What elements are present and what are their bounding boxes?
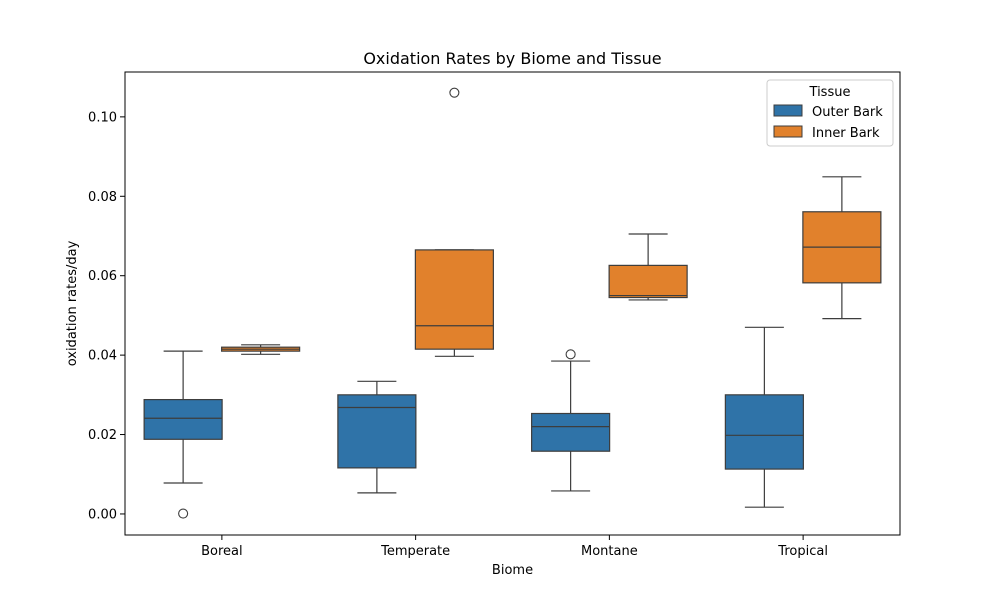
box-inner-bark-temperate [414, 87, 494, 357]
legend-label-outer-bark: Outer Bark [812, 105, 883, 120]
legend-swatch-inner-bark [773, 125, 803, 138]
y-tick-label: 0.00 [88, 507, 117, 522]
legend-title: Tissue [809, 85, 851, 100]
iqr-box [608, 264, 688, 299]
legend-label-inner-bark: Inner Bark [812, 126, 880, 141]
iqr-box [143, 398, 223, 440]
iqr-box [414, 249, 494, 350]
legend: Tissue Outer Bark Inner Bark [766, 79, 894, 147]
x-tick-label-temperate: Temperate [380, 544, 450, 559]
box-outer-bark-boreal [143, 350, 223, 519]
x-axis: Boreal Temperate Montane Tropical [201, 535, 828, 559]
outlier-point [449, 87, 460, 98]
legend-swatch-outer-bark [773, 104, 803, 117]
iqr-box [724, 394, 804, 470]
box-outer-bark-temperate [337, 380, 417, 494]
x-tick-label-boreal: Boreal [201, 544, 243, 559]
plot-area [143, 87, 882, 519]
outlier-point [178, 508, 189, 519]
y-axis-label: oxidation rates/day [65, 240, 80, 366]
y-tick-label: 0.04 [88, 349, 117, 364]
box-outer-bark-montane [531, 349, 611, 492]
box-inner-bark-boreal [221, 344, 301, 355]
box-inner-bark-montane [608, 233, 688, 301]
iqr-box [337, 394, 417, 469]
y-axis: 0.00 0.02 0.04 0.06 0.08 0.10 [88, 110, 125, 522]
y-tick-label: 0.02 [88, 428, 117, 443]
y-tick-label: 0.08 [88, 190, 117, 205]
plot-frame [124, 71, 901, 536]
chart-title: Oxidation Rates by Biome and Tissue [363, 49, 661, 68]
y-tick-label: 0.06 [88, 269, 117, 284]
x-axis-label: Biome [492, 563, 533, 578]
y-tick-label: 0.10 [88, 110, 117, 125]
box-inner-bark-tropical [802, 176, 882, 320]
outlier-point [565, 349, 576, 360]
box-outer-bark-tropical [724, 326, 804, 508]
iqr-box [531, 412, 611, 452]
x-tick-label-tropical: Tropical [777, 544, 828, 559]
x-tick-label-montane: Montane [581, 544, 638, 559]
